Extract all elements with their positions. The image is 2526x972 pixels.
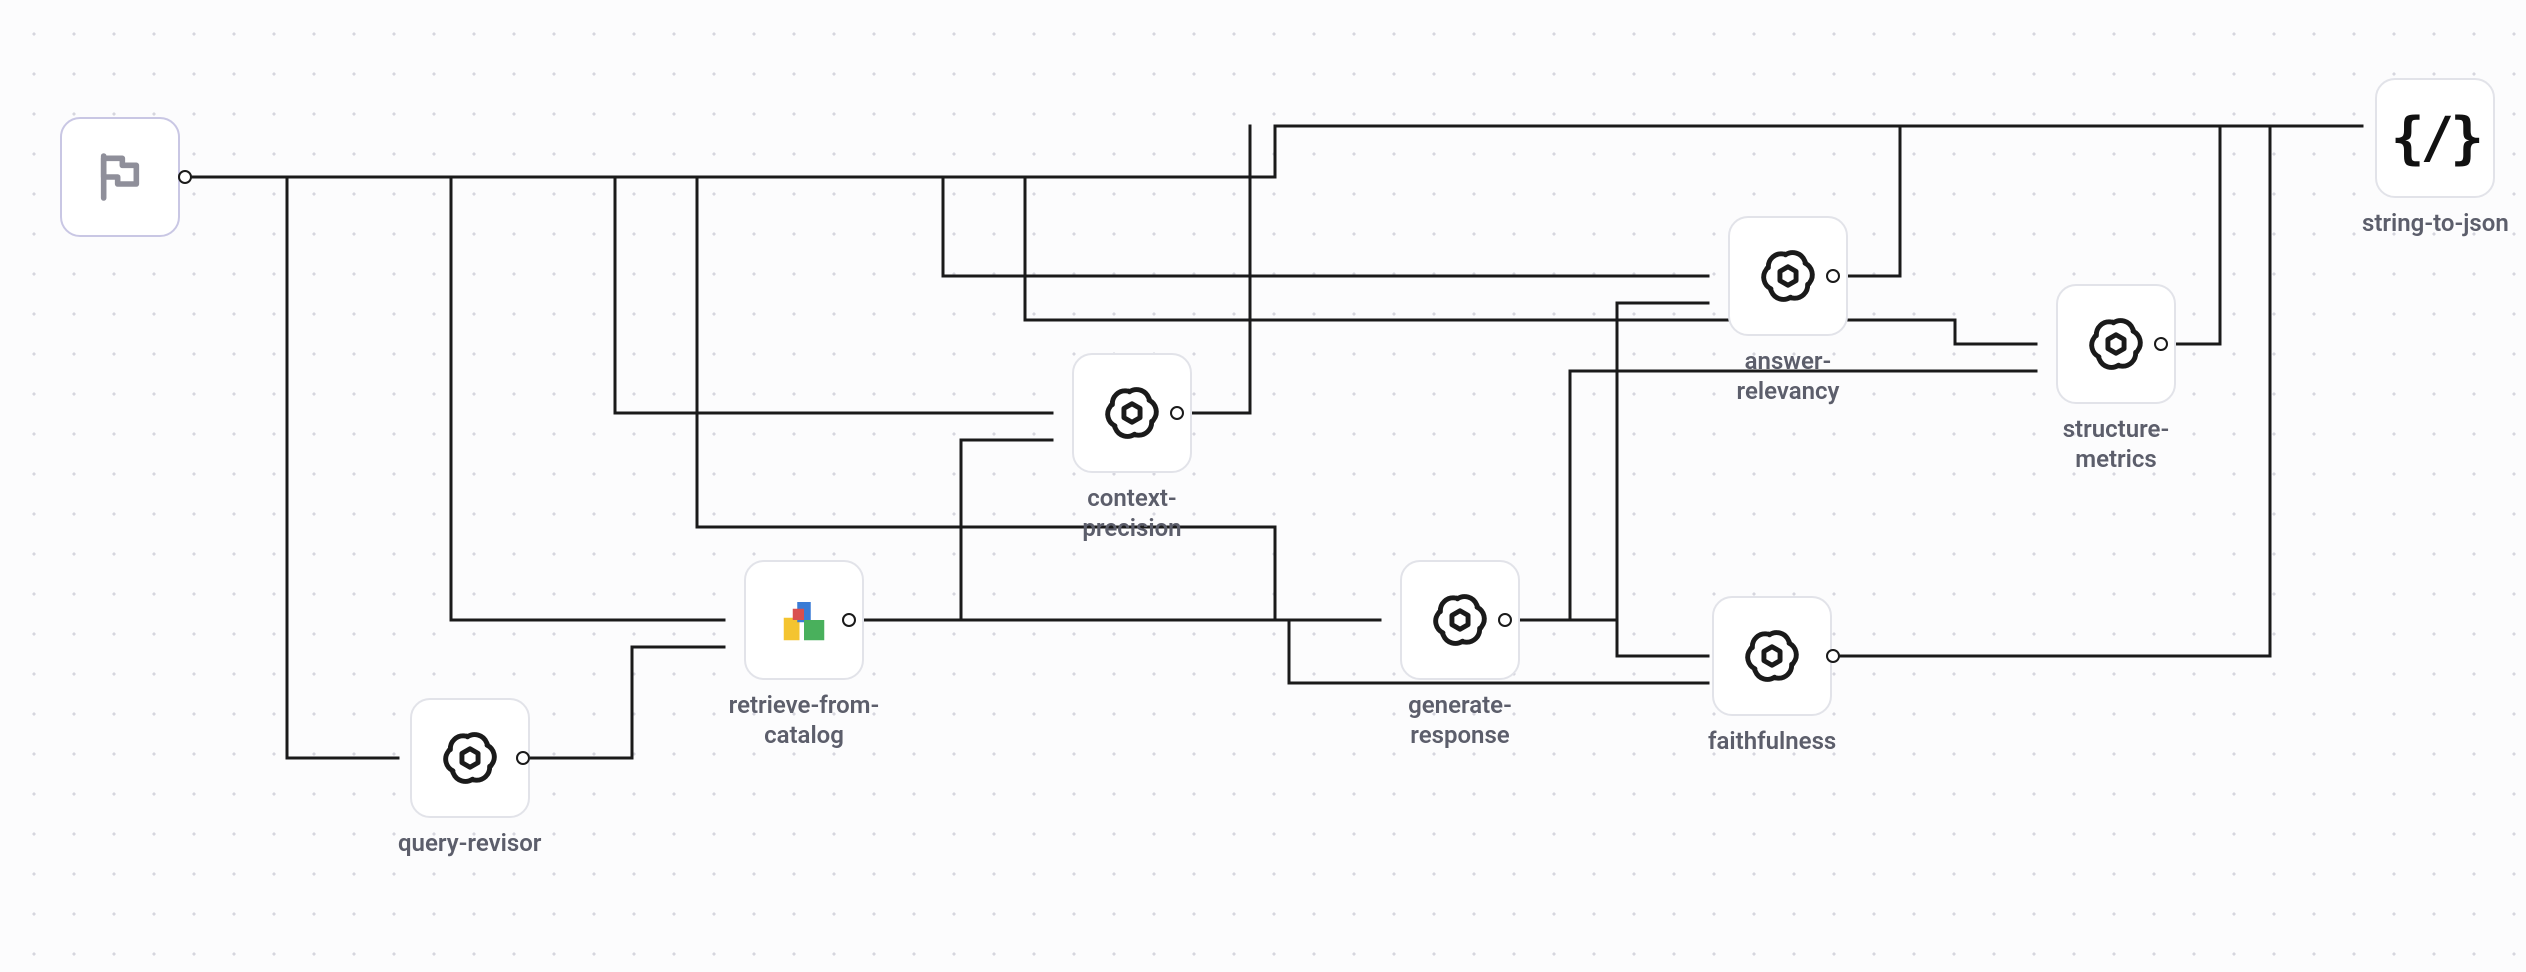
node-box: {/} [2375, 78, 2495, 198]
catalog-icon [777, 593, 831, 647]
node-label: answer-relevancy [1708, 346, 1868, 406]
node-faithfulness[interactable]: faithfulness [1708, 596, 1836, 756]
openai-icon [1757, 245, 1819, 307]
openai-icon [439, 727, 501, 789]
openai-icon [2085, 313, 2147, 375]
dot-grid-background [0, 0, 2526, 972]
openai-icon [1741, 625, 1803, 687]
output-port[interactable] [842, 613, 856, 627]
output-port[interactable] [1826, 649, 1840, 663]
node-start[interactable] [60, 117, 180, 237]
openai-icon [1429, 589, 1491, 651]
node-answer-relevancy[interactable]: answer-relevancy [1708, 216, 1868, 406]
node-label: string-to-json [2362, 208, 2509, 238]
node-start-box [60, 117, 180, 237]
node-label: structure-metrics [2036, 414, 2196, 474]
node-generate-response[interactable]: generate-response [1380, 560, 1540, 750]
node-context-precision[interactable]: context-precision [1052, 353, 1212, 543]
node-query-revisor[interactable]: query-revisor [398, 698, 541, 858]
openai-icon [1101, 382, 1163, 444]
node-box [410, 698, 530, 818]
json-braces-icon: {/} [2391, 106, 2480, 171]
node-label: retrieve-from-catalog [724, 690, 884, 750]
output-port[interactable] [178, 170, 192, 184]
output-port[interactable] [516, 751, 530, 765]
output-port[interactable] [2154, 337, 2168, 351]
node-retrieve-from-catalog[interactable]: retrieve-from-catalog [724, 560, 884, 750]
node-label: faithfulness [1708, 726, 1836, 756]
node-label: generate-response [1380, 690, 1540, 750]
output-port[interactable] [1826, 269, 1840, 283]
node-string-to-json[interactable]: {/} string-to-json [2362, 78, 2509, 238]
node-label: context-precision [1052, 483, 1212, 543]
flag-icon [92, 149, 148, 205]
output-port[interactable] [1170, 406, 1184, 420]
node-structure-metrics[interactable]: structure-metrics [2036, 284, 2196, 474]
node-box [1712, 596, 1832, 716]
output-port[interactable] [1498, 613, 1512, 627]
node-label: query-revisor [398, 828, 541, 858]
